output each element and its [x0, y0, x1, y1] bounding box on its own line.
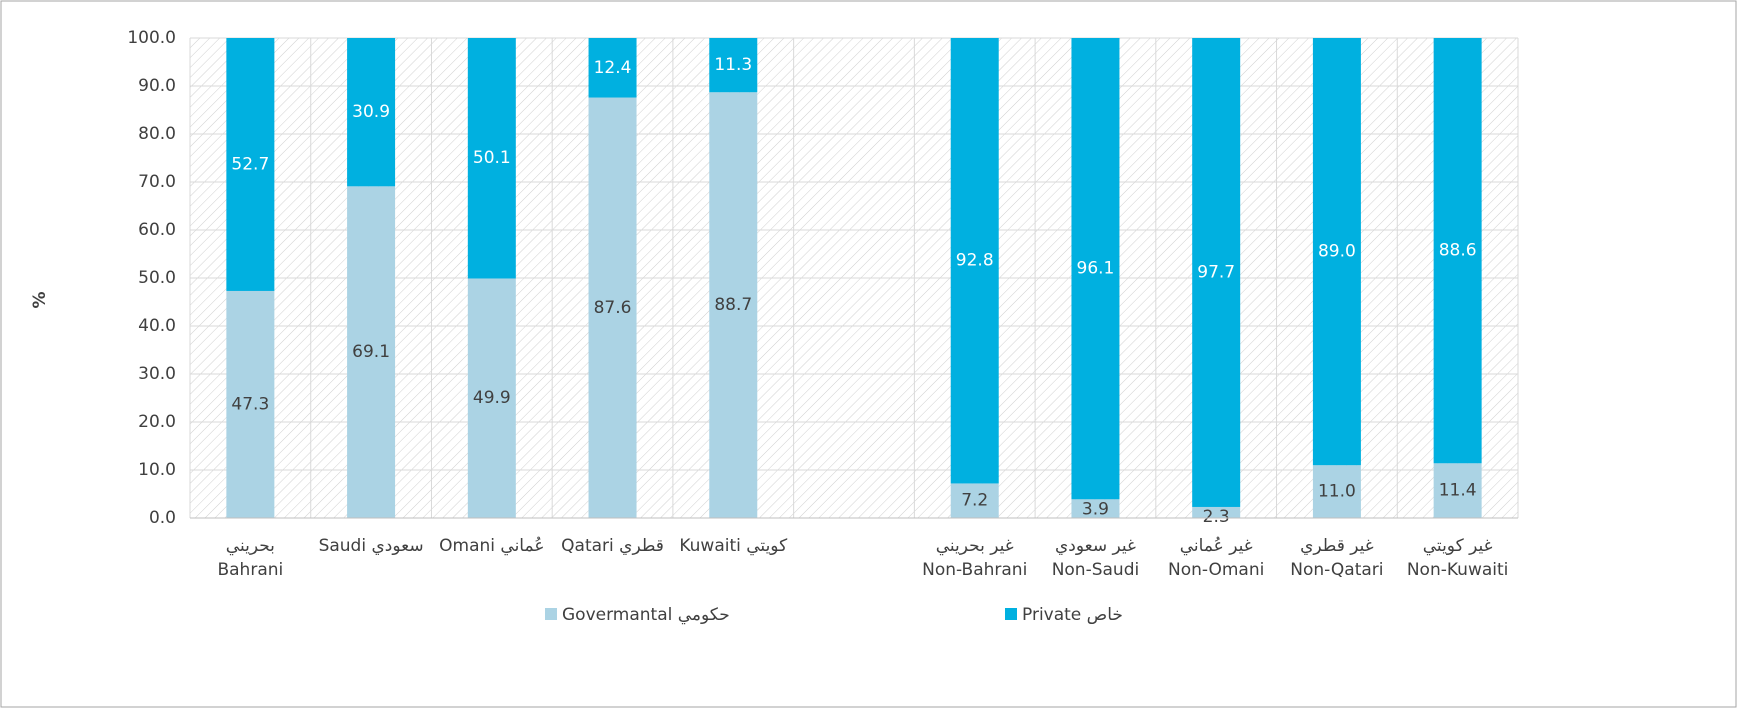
value-label: 11.3	[714, 55, 752, 75]
bar-segment	[467, 38, 516, 279]
y-tick-label: 100.0	[127, 28, 176, 48]
value-label: 97.7	[1197, 262, 1235, 282]
bar-segment	[1433, 38, 1482, 464]
value-label: 52.7	[231, 154, 269, 174]
legend-swatch	[545, 608, 557, 620]
x-tick-label: غير كويتي Non-Kuwaiti	[1406, 536, 1509, 580]
x-tick-label: بحريني Bahrani	[217, 536, 284, 580]
value-label: 92.8	[956, 251, 994, 271]
bar-segment	[950, 483, 999, 518]
bar-segment	[347, 38, 396, 187]
x-tick-label: غير بحريني Non-Bahrani	[922, 536, 1028, 580]
bar-segment	[467, 278, 516, 518]
y-tick-label: 30.0	[138, 364, 176, 384]
bar-segment	[1433, 463, 1482, 518]
legend-swatch	[1005, 608, 1017, 620]
x-tick-label: غير قطري Non-Qatari	[1290, 536, 1384, 580]
value-label: 11.4	[1439, 481, 1477, 501]
value-label: 12.4	[594, 58, 632, 78]
y-axis-label: %	[30, 291, 50, 308]
x-tick-label: غير سعودي Non-Saudi	[1051, 536, 1140, 580]
value-label: 87.6	[594, 298, 632, 318]
value-label: 96.1	[1077, 259, 1115, 279]
legend-label: Govermantal حكومي	[562, 605, 730, 625]
value-label: 50.1	[473, 148, 511, 168]
bar-segment	[588, 97, 637, 519]
bar-segment	[1192, 506, 1241, 518]
x-tick-label: Qatari قطري	[561, 536, 664, 556]
bar-segment	[1312, 465, 1361, 518]
y-tick-label: 60.0	[138, 220, 176, 240]
value-label: 69.1	[352, 342, 390, 362]
y-tick-label: 40.0	[138, 316, 176, 336]
bar-segment	[226, 38, 275, 291]
value-label: 7.2	[961, 491, 988, 511]
value-label: 11.0	[1318, 482, 1356, 502]
bar-segment	[709, 38, 758, 93]
value-label: 88.7	[714, 295, 752, 315]
x-tick-label: Saudi سعودي	[318, 536, 424, 556]
value-label: 30.9	[352, 102, 390, 122]
y-tick-label: 10.0	[138, 460, 176, 480]
legend-label: Private خاص	[1022, 605, 1123, 625]
bar-segment	[588, 38, 637, 98]
value-label: 49.9	[473, 388, 511, 408]
bar-segment	[1192, 38, 1241, 507]
y-tick-label: 50.0	[138, 268, 176, 288]
bar-segment	[1071, 499, 1120, 518]
bar-segment	[347, 186, 396, 518]
value-label: 89.0	[1318, 242, 1356, 262]
bar-segment	[226, 290, 275, 518]
y-tick-label: 20.0	[138, 412, 176, 432]
value-label: 88.6	[1439, 241, 1477, 261]
x-tick-label: غير عُماني Non-Omani	[1167, 536, 1265, 580]
value-label: 2.3	[1203, 507, 1230, 527]
value-label: 3.9	[1082, 499, 1109, 519]
y-tick-label: 70.0	[138, 172, 176, 192]
y-tick-label: 0.0	[149, 508, 176, 528]
y-tick-label: 80.0	[138, 124, 176, 144]
bar-segment	[1071, 38, 1120, 500]
bar-segment	[709, 92, 758, 519]
x-tick-label: Kuwaiti كويتي	[679, 536, 788, 556]
x-tick-label: Omani عُماني	[439, 536, 545, 556]
y-tick-label: 90.0	[138, 76, 176, 96]
bar-segment	[1312, 38, 1361, 466]
bar-segment	[950, 38, 999, 484]
value-label: 47.3	[231, 394, 269, 414]
